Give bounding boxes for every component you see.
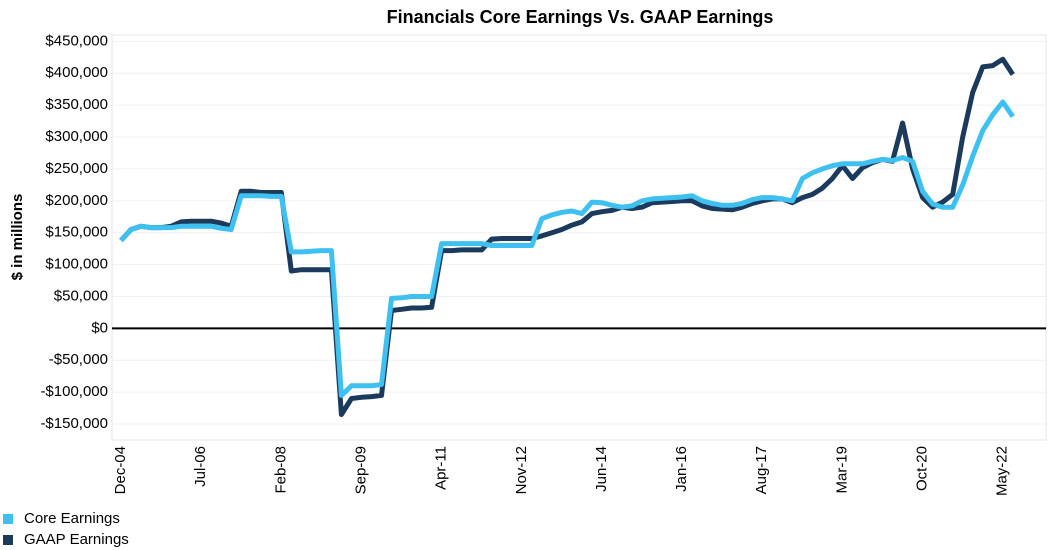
y-tick-label: $0 <box>91 319 108 336</box>
x-tick-label: Feb-08 <box>272 446 289 494</box>
y-axis-title: $ in millions <box>9 194 26 281</box>
y-tick-label: $450,000 <box>45 32 108 49</box>
y-tick-label: -$150,000 <box>40 415 108 432</box>
legend-label: Core Earnings <box>24 510 120 527</box>
series-line <box>119 99 1015 398</box>
x-tick-label: Jul-06 <box>192 446 209 487</box>
x-tick-label: May-22 <box>994 446 1011 496</box>
x-tick-label: Aug-17 <box>753 446 770 494</box>
y-tick-label: $200,000 <box>45 192 108 209</box>
y-tick-label: -$100,000 <box>40 383 108 400</box>
y-tick-label: $250,000 <box>45 160 108 177</box>
x-tick-label: Apr-11 <box>433 446 450 490</box>
x-tick-label: Mar-19 <box>833 446 850 494</box>
x-tick-label: Jan-16 <box>673 446 690 492</box>
y-tick-label: $400,000 <box>45 64 108 81</box>
chart-title: Financials Core Earnings Vs. GAAP Earnin… <box>387 7 774 27</box>
y-tick-label: $300,000 <box>45 128 108 145</box>
y-tick-label: $50,000 <box>54 287 108 304</box>
series-line <box>119 56 1015 417</box>
legend-swatch <box>3 514 13 524</box>
y-tick-label: $100,000 <box>45 256 108 273</box>
legend-swatch <box>3 535 13 545</box>
plot-frame <box>111 34 1047 441</box>
y-tick-label: $350,000 <box>45 96 108 113</box>
x-tick-label: Nov-12 <box>513 446 530 494</box>
x-tick-label: Sep-09 <box>352 446 369 494</box>
legend-label: GAAP Earnings <box>24 531 129 548</box>
x-tick-label: Jun-14 <box>593 446 610 492</box>
y-tick-label: -$50,000 <box>49 351 108 368</box>
y-tick-label: $150,000 <box>45 224 108 241</box>
x-tick-label: Dec-04 <box>112 446 129 494</box>
x-tick-label: Oct-20 <box>914 446 931 491</box>
